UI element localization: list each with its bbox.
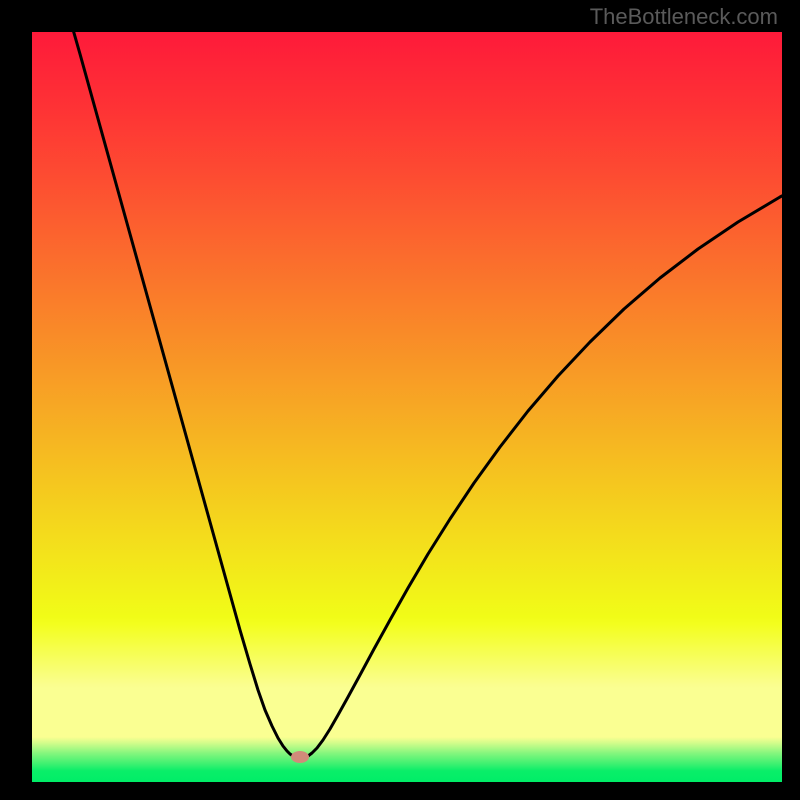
border-right <box>782 0 800 800</box>
border-bottom <box>0 782 800 800</box>
bottleneck-chart <box>0 0 800 800</box>
gradient-background <box>32 32 782 782</box>
optimal-point-marker <box>291 751 309 763</box>
chart-container: TheBottleneck.com <box>0 0 800 800</box>
watermark-text: TheBottleneck.com <box>590 4 778 30</box>
border-left <box>0 0 32 800</box>
